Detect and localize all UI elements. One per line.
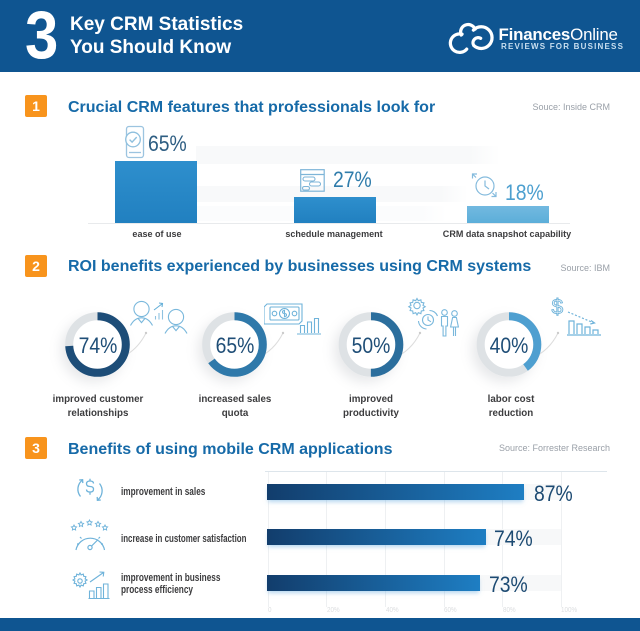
svg-text:$: $ — [552, 296, 564, 319]
